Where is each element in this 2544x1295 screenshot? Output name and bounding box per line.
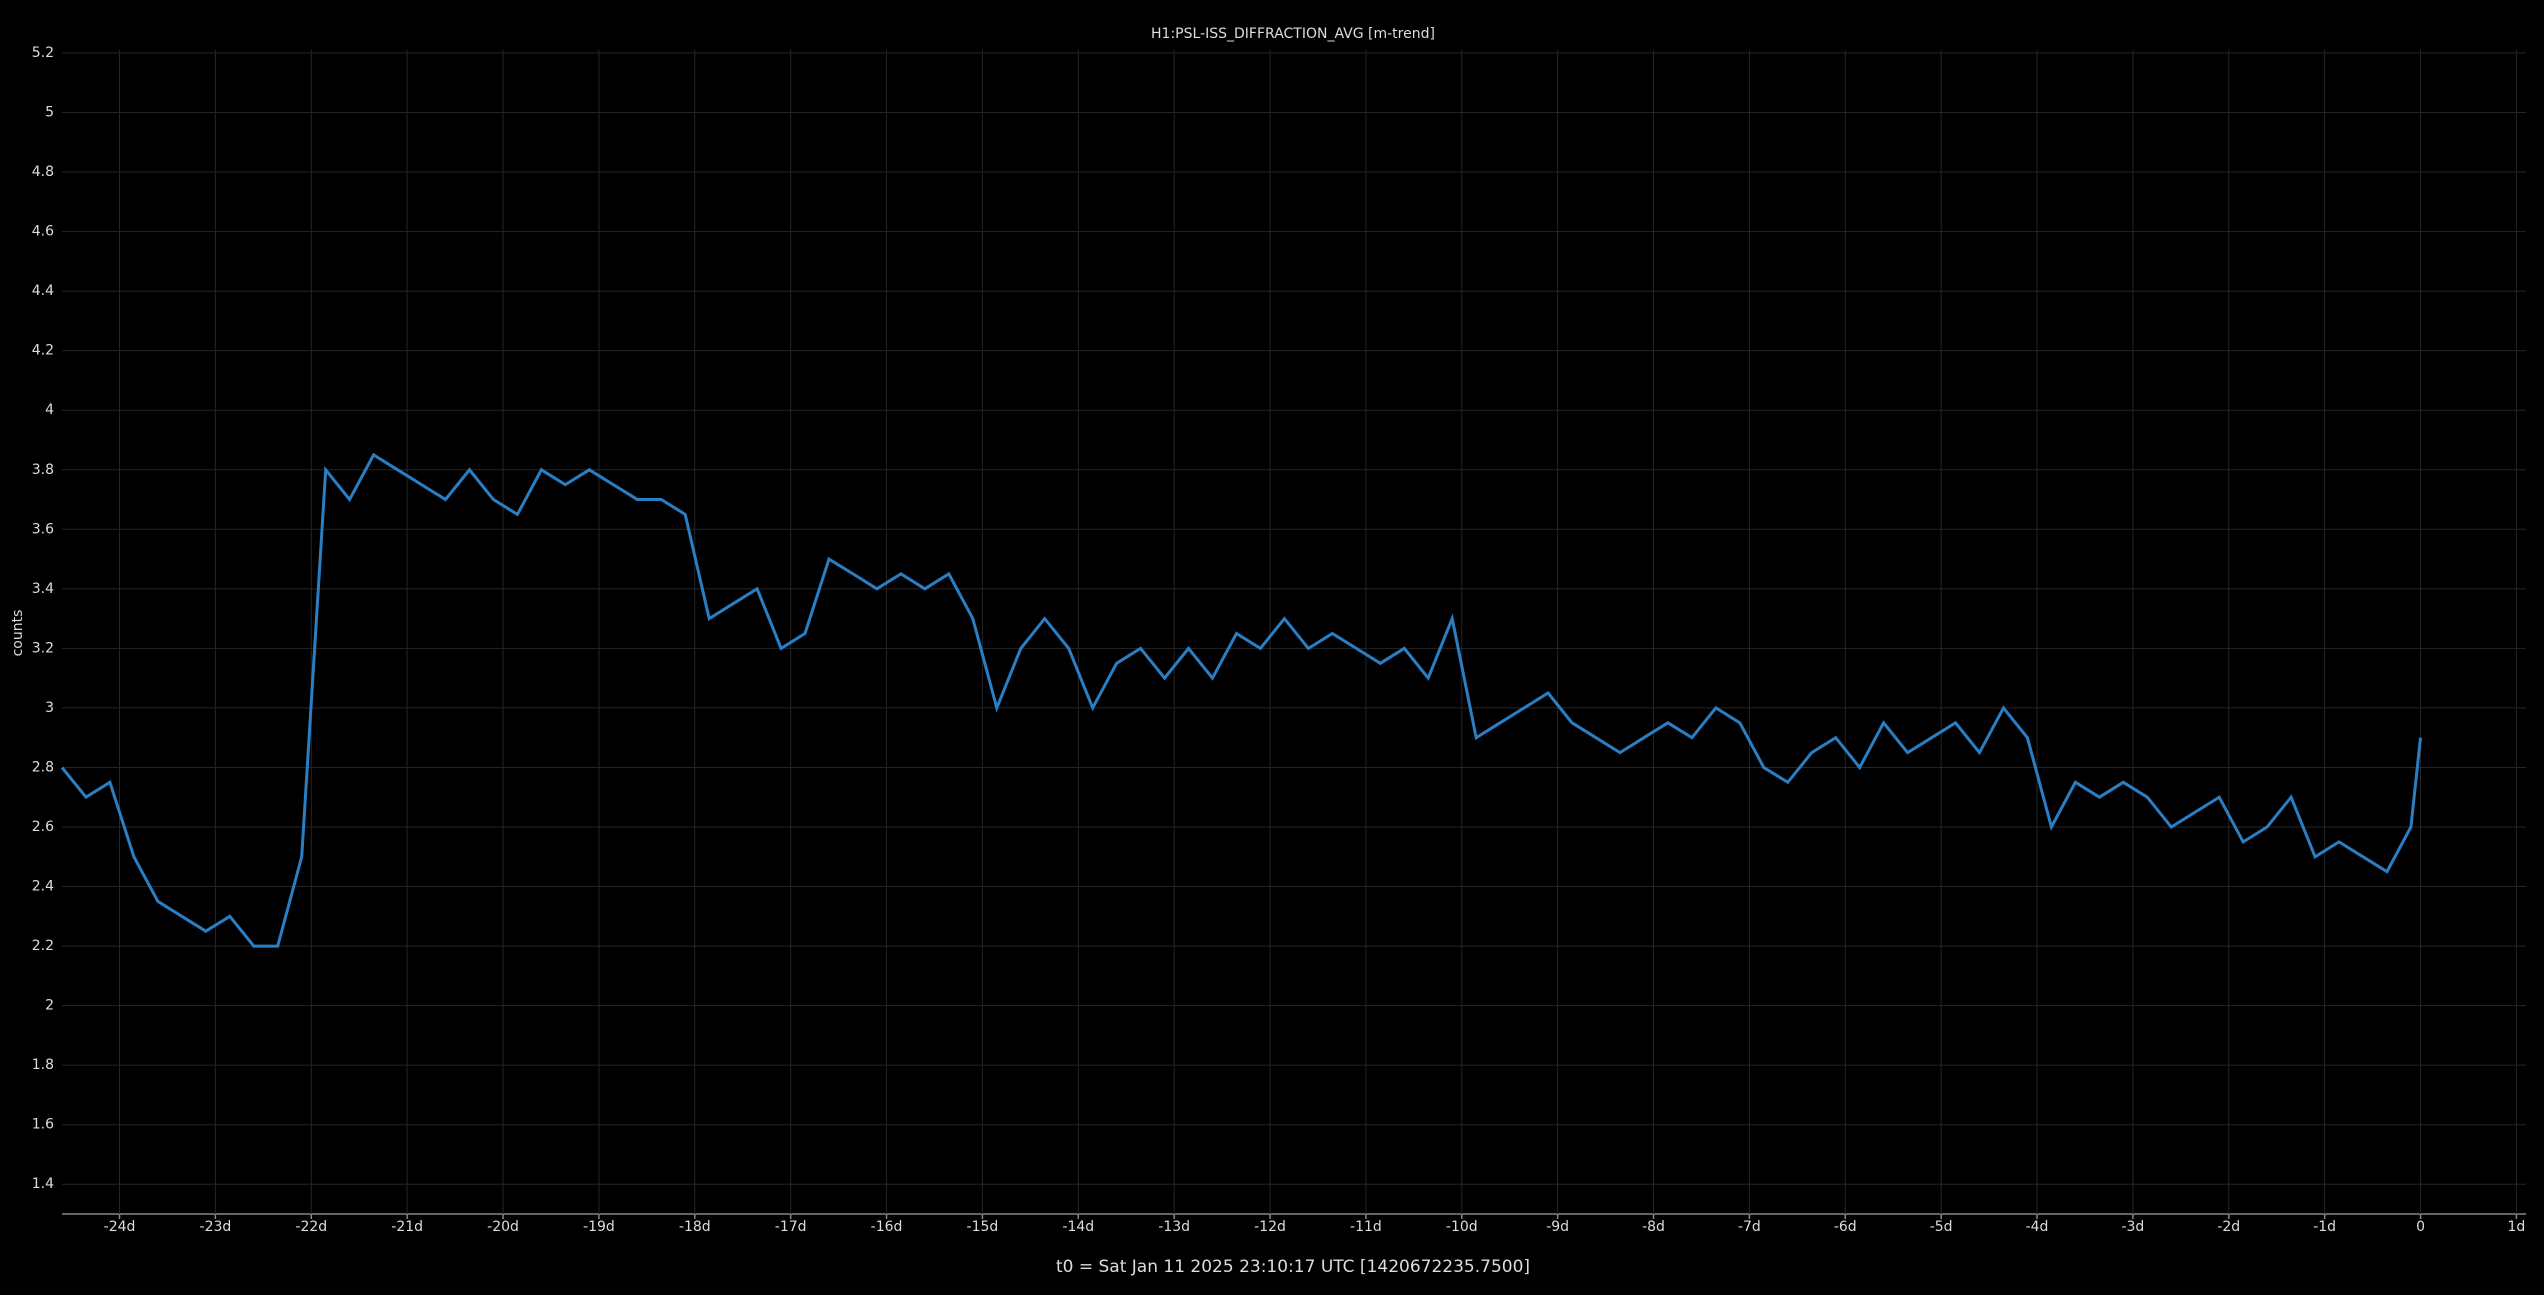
y-tick-label: 3.2 bbox=[32, 640, 54, 656]
y-tick-label: 2.8 bbox=[32, 759, 54, 775]
x-tick-label: -5d bbox=[1930, 1219, 1953, 1235]
x-tick-label: -11d bbox=[1350, 1219, 1382, 1235]
y-tick-label: 4.4 bbox=[32, 283, 54, 299]
x-tick-label: -4d bbox=[2026, 1219, 2049, 1235]
x-tick-label: -20d bbox=[487, 1219, 519, 1235]
y-tick-label: 2.4 bbox=[32, 879, 54, 895]
y-tick-label: 3 bbox=[45, 700, 54, 716]
x-tick-label: -1d bbox=[2313, 1219, 2336, 1235]
x-tick-label: -14d bbox=[1062, 1219, 1094, 1235]
x-tick-label: 1d bbox=[2508, 1219, 2526, 1235]
x-tick-label: -24d bbox=[104, 1219, 136, 1235]
y-tick-label: 4.6 bbox=[32, 224, 54, 240]
x-tick-label: 0 bbox=[2416, 1219, 2425, 1235]
x-tick-label: -3d bbox=[2121, 1219, 2144, 1235]
y-tick-label: 3.6 bbox=[32, 521, 54, 537]
y-tick-label: 2.6 bbox=[32, 819, 54, 835]
y-tick-label: 5.2 bbox=[32, 45, 54, 61]
x-tick-label: -8d bbox=[1642, 1219, 1665, 1235]
x-tick-label: -12d bbox=[1254, 1219, 1286, 1235]
x-tick-label: -17d bbox=[775, 1219, 807, 1235]
y-tick-label: 1.6 bbox=[32, 1117, 54, 1133]
y-axis-label: counts bbox=[10, 610, 26, 657]
x-tick-label: -21d bbox=[391, 1219, 423, 1235]
x-tick-label: -13d bbox=[1158, 1219, 1190, 1235]
y-tick-label: 4.8 bbox=[32, 164, 54, 180]
x-tick-label: -10d bbox=[1446, 1219, 1478, 1235]
y-tick-label: 1.4 bbox=[32, 1176, 54, 1192]
x-tick-label: -6d bbox=[1834, 1219, 1857, 1235]
y-tick-label: 4.2 bbox=[32, 343, 54, 359]
x-tick-label: -18d bbox=[679, 1219, 711, 1235]
data-line bbox=[60, 452, 2422, 948]
x-tick-label: -9d bbox=[1546, 1219, 1569, 1235]
y-tick-label: 2 bbox=[45, 998, 54, 1014]
y-tick-label: 3.8 bbox=[32, 462, 54, 478]
chart-title: H1:PSL-ISS_DIFFRACTION_AVG [m-trend] bbox=[1151, 26, 1435, 42]
x-tick-label: -19d bbox=[583, 1219, 615, 1235]
x-tick-label: -2d bbox=[2217, 1219, 2240, 1235]
x-tick-label: -15d bbox=[967, 1219, 999, 1235]
y-tick-label: 3.4 bbox=[32, 581, 54, 597]
y-tick-label: 2.2 bbox=[32, 938, 54, 954]
x-tick-label: -16d bbox=[871, 1219, 903, 1235]
x-tick-label: -23d bbox=[200, 1219, 232, 1235]
y-tick-label: 4 bbox=[45, 402, 54, 418]
x-tick-label: -7d bbox=[1738, 1219, 1761, 1235]
y-tick-label: 5 bbox=[45, 105, 54, 121]
y-tick-label: 1.8 bbox=[32, 1057, 54, 1073]
x-tick-label: -22d bbox=[295, 1219, 327, 1235]
x-axis-label: t0 = Sat Jan 11 2025 23:10:17 UTC [14206… bbox=[1056, 1257, 1530, 1277]
